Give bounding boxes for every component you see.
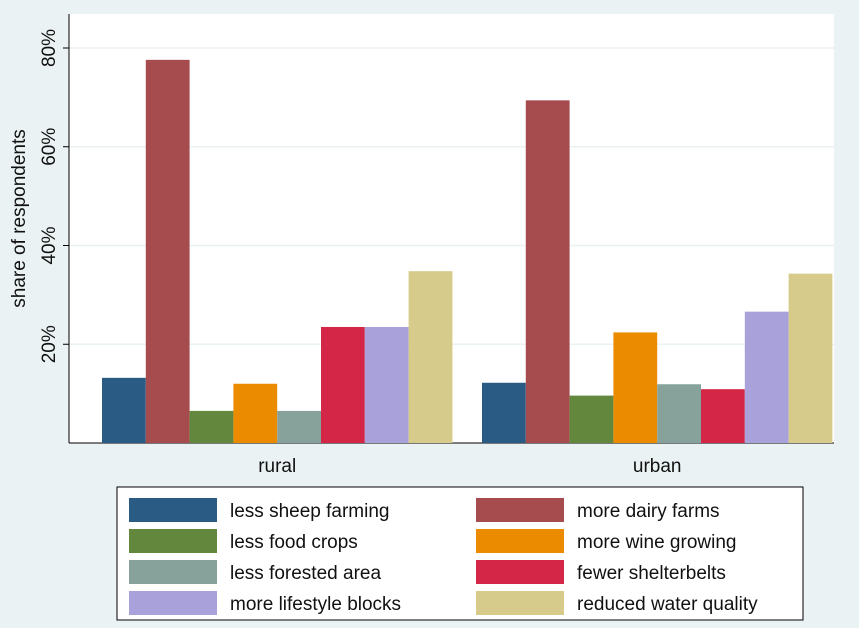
bar (613, 332, 658, 443)
bar (233, 383, 278, 443)
bar (788, 273, 833, 443)
legend (116, 486, 804, 621)
bar (277, 410, 321, 443)
y-tick-label: 80% (39, 29, 60, 67)
legend-swatch (476, 498, 564, 522)
legend-swatch (476, 560, 564, 584)
bar (189, 410, 234, 443)
legend-label: more lifestyle blocks (230, 594, 401, 615)
legend-label: less sheep farming (230, 501, 389, 522)
legend-swatch (129, 498, 217, 522)
y-axis-title: share of respondents (9, 129, 30, 308)
x-tick-label: rural (258, 456, 296, 477)
x-tick-label: urban (633, 456, 682, 477)
legend-label: more dairy farms (577, 501, 720, 522)
legend-label: reduced water quality (577, 594, 758, 615)
legend-label: more wine growing (577, 532, 736, 553)
bar (321, 326, 365, 443)
bar (364, 326, 409, 443)
y-tick-label: 20% (39, 325, 60, 363)
legend-label: less food crops (230, 532, 358, 553)
bar (657, 384, 701, 443)
bar (102, 377, 146, 443)
legend-swatch (476, 591, 564, 615)
bar (744, 311, 789, 443)
legend-swatch (476, 529, 564, 553)
y-tick-label: 40% (39, 226, 60, 264)
bar (525, 100, 570, 444)
bar (145, 59, 190, 443)
bar (482, 382, 526, 443)
bar (701, 389, 745, 443)
y-tick-label: 60% (39, 128, 60, 166)
bar (569, 395, 614, 443)
legend-label: fewer shelterbelts (577, 563, 726, 584)
legend-label: less forested area (230, 563, 381, 584)
bar (408, 271, 453, 443)
legend-swatch (129, 529, 217, 553)
legend-swatch (129, 560, 217, 584)
legend-swatch (129, 591, 217, 615)
